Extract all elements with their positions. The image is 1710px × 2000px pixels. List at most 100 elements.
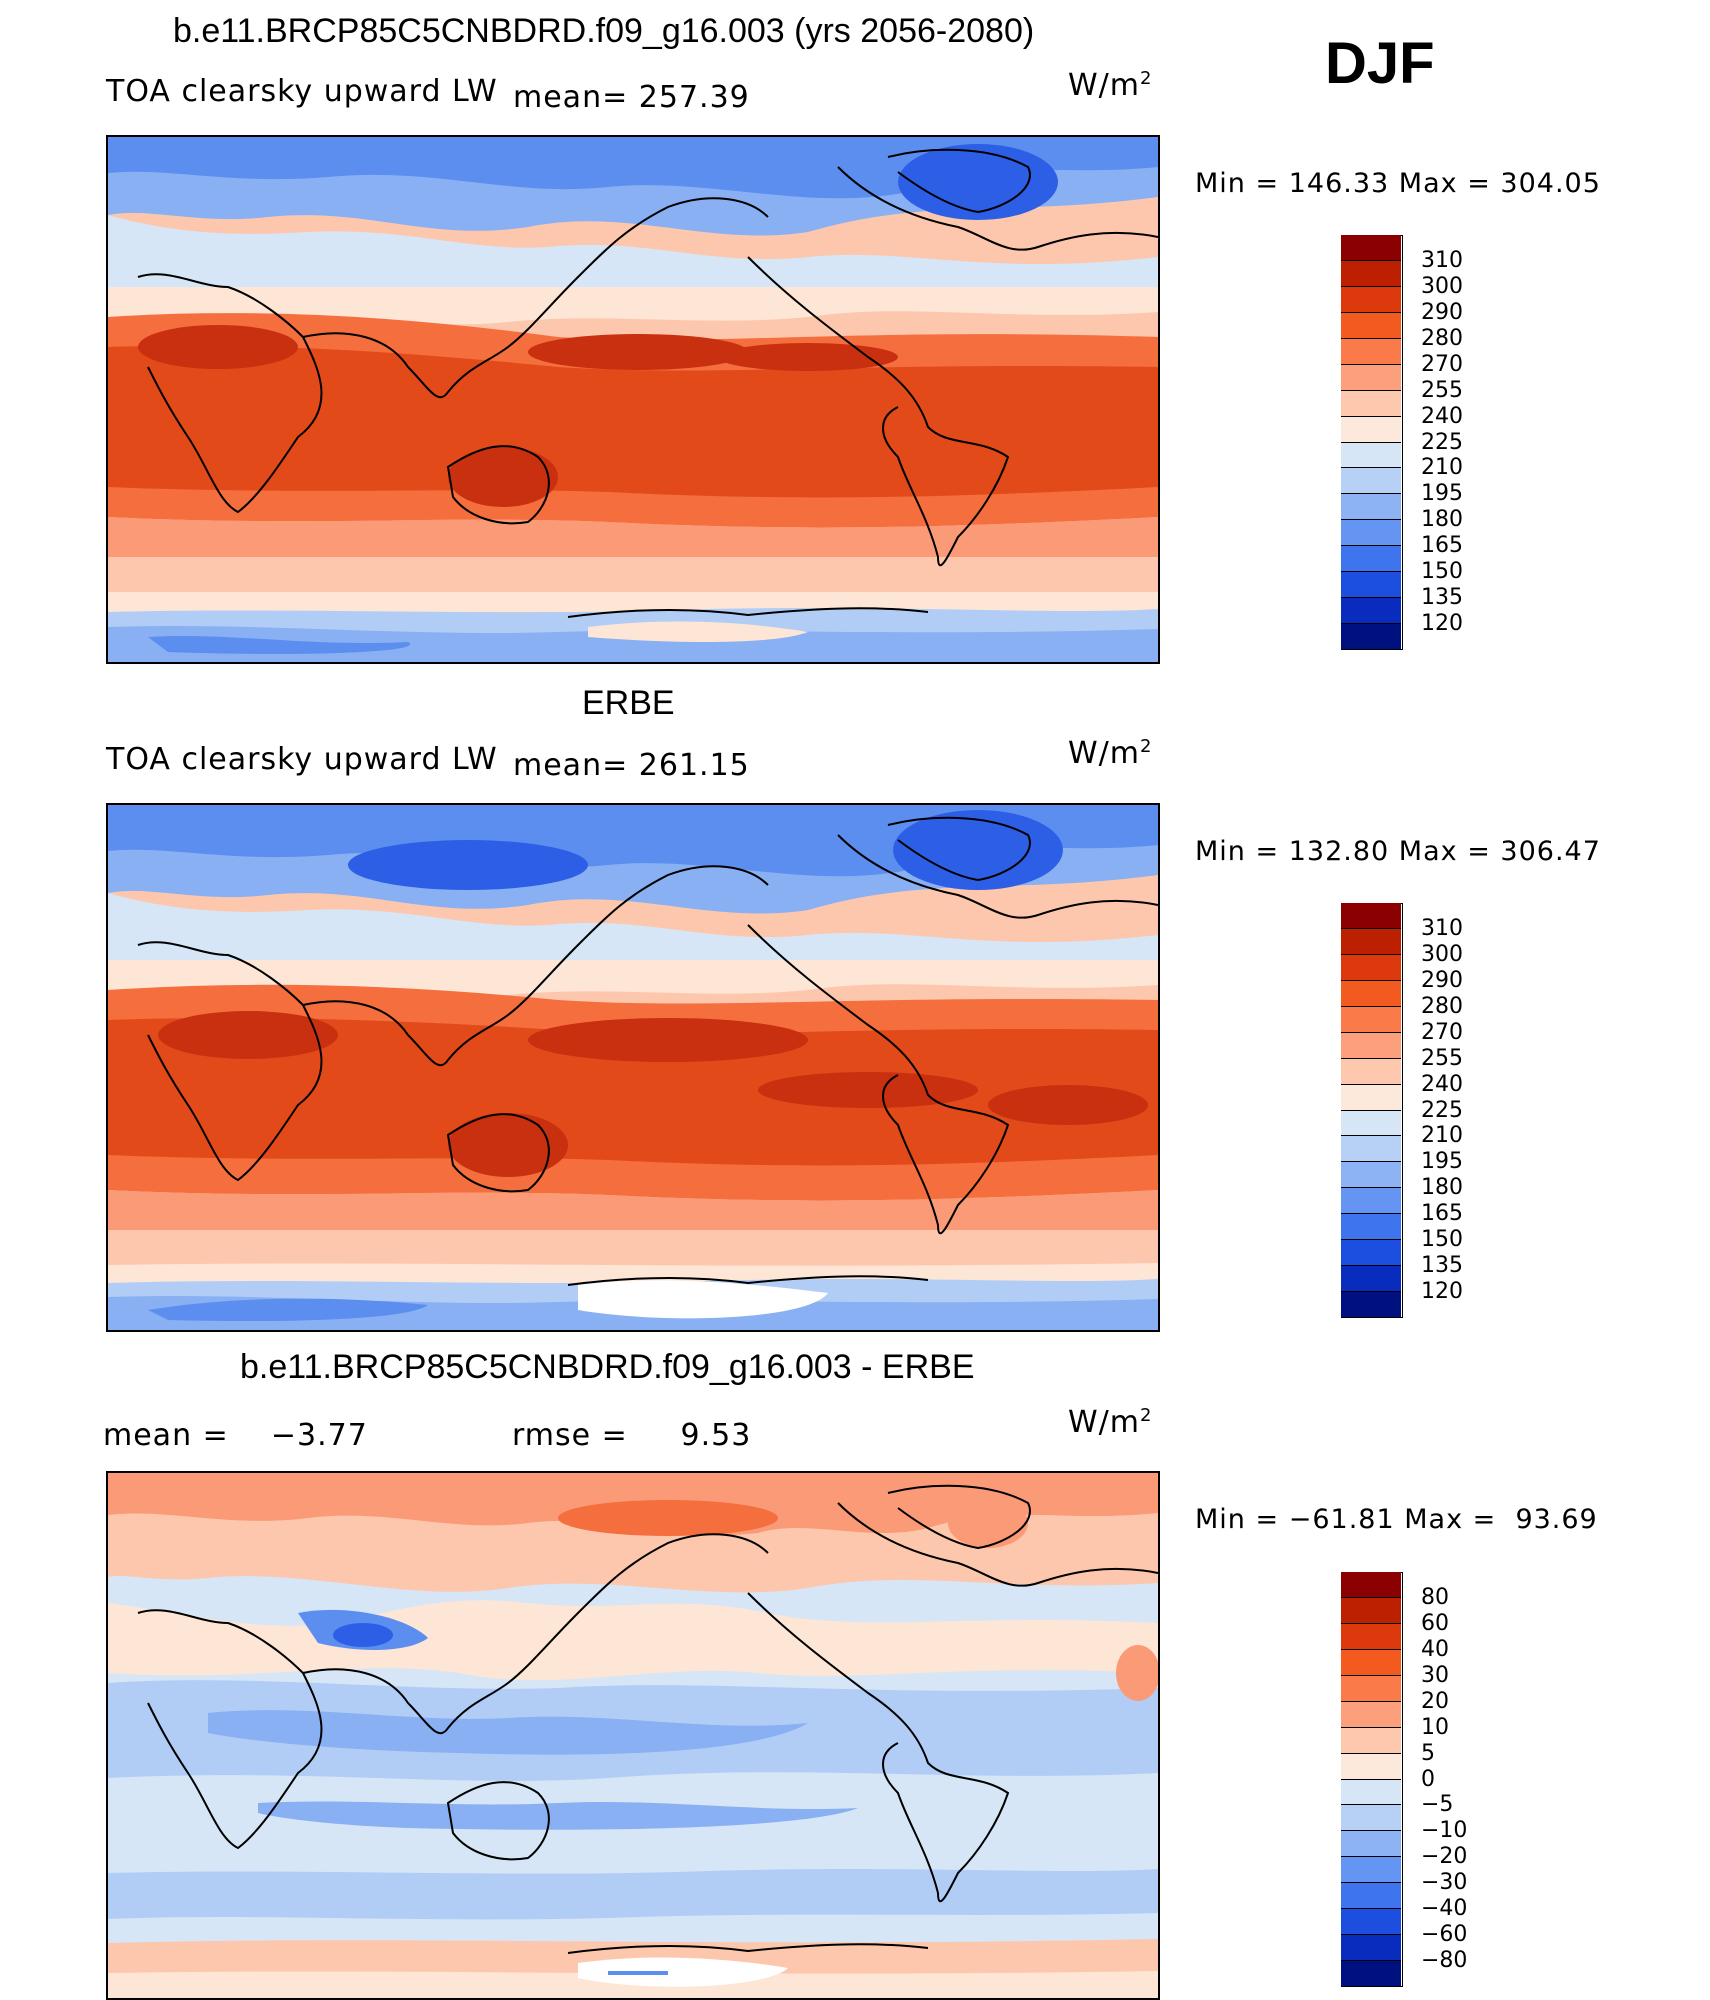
colorbar-tick-label: 150 <box>1421 1227 1463 1253</box>
panel-3-minmax: Min = −61.81 Max = 93.69 <box>1195 1504 1598 1535</box>
colorbar-box <box>1341 1909 1401 1936</box>
panel-2-variable-label: TOA clearsky upward LW <box>106 742 498 777</box>
colorbar-box <box>1341 1701 1401 1728</box>
colorbar-tick-label: 280 <box>1421 325 1463 351</box>
colorbar-tick-label: 240 <box>1421 1071 1463 1097</box>
colorbar-box <box>1341 520 1401 547</box>
panel-1-min-value: 146.33 <box>1288 168 1390 199</box>
colorbar-box <box>1341 1883 1401 1910</box>
colorbar-tick-label: 60 <box>1421 1610 1449 1636</box>
colorbar-box <box>1341 1805 1401 1832</box>
colorbar-tick-label: −5 <box>1421 1792 1454 1818</box>
colorbar-box <box>1341 1292 1401 1318</box>
colorbar-box <box>1341 260 1401 287</box>
colorbar-tick-label: 0 <box>1421 1766 1435 1792</box>
colorbar-tick-label: 180 <box>1421 507 1463 533</box>
colorbar-box <box>1341 1188 1401 1215</box>
colorbar-box <box>1341 1831 1401 1858</box>
colorbar-box <box>1341 1623 1401 1650</box>
colorbar-tick-label: −30 <box>1421 1870 1468 1896</box>
panel-2-colorbar: 310 300 290 280 270 255 240 225 210 195 180 165 150 1… <box>1341 903 1463 1318</box>
panel-1-mean-value: 257.39 <box>638 80 750 115</box>
colorbar-tick-label: 255 <box>1421 1045 1463 1071</box>
colorbar-tick-label: 290 <box>1421 967 1463 993</box>
colorbar-box <box>1341 1935 1401 1962</box>
panel-3-rmse: rmse = 9.53 <box>512 1418 751 1453</box>
colorbar-box <box>1341 1162 1401 1189</box>
colorbar-box <box>1341 494 1401 521</box>
colorbar-box <box>1341 1753 1401 1780</box>
colorbar-box <box>1341 416 1401 443</box>
colorbar-box <box>1341 1266 1401 1293</box>
colorbar-box <box>1341 1058 1401 1085</box>
colorbar-tick-label: 165 <box>1421 1201 1463 1227</box>
colorbar-box <box>1341 1240 1401 1267</box>
colorbar-tick-label: −80 <box>1421 1948 1468 1974</box>
colorbar-box <box>1341 1006 1401 1033</box>
panel-3-max-value: 93.69 <box>1515 1504 1598 1535</box>
panel-2-max-value: 306.47 <box>1500 836 1601 867</box>
colorbar-box <box>1341 572 1401 599</box>
colorbar-tick-label: 210 <box>1421 1123 1463 1149</box>
colorbar-tick-label: 310 <box>1421 915 1463 941</box>
colorbar-tick-label: −10 <box>1421 1818 1468 1844</box>
panel-3-rmse-label: rmse = <box>512 1418 628 1453</box>
panel-2-mean: mean= 261.15 <box>513 748 750 783</box>
colorbar-box <box>1341 1597 1401 1624</box>
colorbar-box <box>1341 1779 1401 1806</box>
colorbar-tick-label: 165 <box>1421 533 1463 559</box>
panel-2-mean-label: mean= <box>513 748 629 783</box>
panel-1-mean: mean= 257.39 <box>513 80 750 115</box>
panel-3-mean-label: mean = <box>103 1418 229 1453</box>
colorbar-box <box>1341 954 1401 981</box>
colorbar-box <box>1341 1649 1401 1676</box>
panel-2-minmax: Min = 132.80 Max = 306.47 <box>1195 836 1601 867</box>
panel-1-title: b.e11.BRCP85C5CNBDRD.f09_g16.003 (yrs 20… <box>173 12 1035 50</box>
panel-3-mean-value: −3.77 <box>270 1418 368 1453</box>
panel-3-mean: mean = −3.77 <box>103 1418 368 1453</box>
colorbar-tick-label: 255 <box>1421 377 1463 403</box>
panel-3-rmse-value: 9.53 <box>680 1418 752 1453</box>
colorbar-tick-label: 5 <box>1421 1740 1435 1766</box>
colorbar-tick-label: 310 <box>1421 247 1463 273</box>
panel-1-colorbar: 310 300 290 280 270 255 240 225 210 195 180 165 150 1… <box>1341 235 1463 650</box>
colorbar-box <box>1341 442 1401 469</box>
colorbar-tick-label: 290 <box>1421 299 1463 325</box>
colorbar-box <box>1341 1084 1401 1111</box>
colorbar-box <box>1341 338 1401 365</box>
colorbar-box <box>1341 1675 1401 1702</box>
colorbar-box <box>1341 928 1401 955</box>
panel-1-mean-label: mean= <box>513 80 629 115</box>
colorbar-tick-label: 120 <box>1421 611 1463 637</box>
colorbar-box <box>1341 546 1401 573</box>
colorbar-tick-label: 80 <box>1421 1584 1449 1610</box>
colorbar-tick-label: 10 <box>1421 1714 1449 1740</box>
colorbar-tick-label: 135 <box>1421 585 1463 611</box>
colorbar-tick-label: 120 <box>1421 1279 1463 1305</box>
colorbar-box <box>1341 286 1401 313</box>
colorbar-box <box>1341 1727 1401 1754</box>
colorbar-box <box>1341 980 1401 1007</box>
colorbar-box <box>1341 468 1401 495</box>
panel-3-colorbar: 80 60 40 30 20 10 5 0 −5 −10 −20 −30 −40 −60 −80 <box>1341 1572 1467 1987</box>
colorbar-box <box>1341 1961 1401 1987</box>
panel-2-min-value: 132.80 <box>1288 836 1390 867</box>
colorbar-tick-label: 270 <box>1421 351 1463 377</box>
colorbar-box <box>1341 390 1401 417</box>
colorbar-tick-label: 225 <box>1421 429 1463 455</box>
panel-3-map <box>106 1471 1160 2000</box>
colorbar-tick-label: 195 <box>1421 481 1463 507</box>
colorbar-tick-label: 180 <box>1421 1175 1463 1201</box>
colorbar-tick-label: 40 <box>1421 1636 1449 1662</box>
panel-1-map <box>106 135 1160 664</box>
colorbar-box <box>1341 624 1401 650</box>
panel-3-units: W/m2 <box>1068 1405 1153 1440</box>
colorbar-tick-label: 240 <box>1421 403 1463 429</box>
colorbar-tick-label: −60 <box>1421 1922 1468 1948</box>
colorbar-box <box>1341 235 1401 261</box>
panel-2-title: ERBE <box>582 684 675 722</box>
colorbar-box <box>1341 1857 1401 1884</box>
colorbar-box <box>1341 1214 1401 1241</box>
panel-1-max-value: 304.05 <box>1500 168 1601 199</box>
colorbar-tick-label: 300 <box>1421 273 1463 299</box>
